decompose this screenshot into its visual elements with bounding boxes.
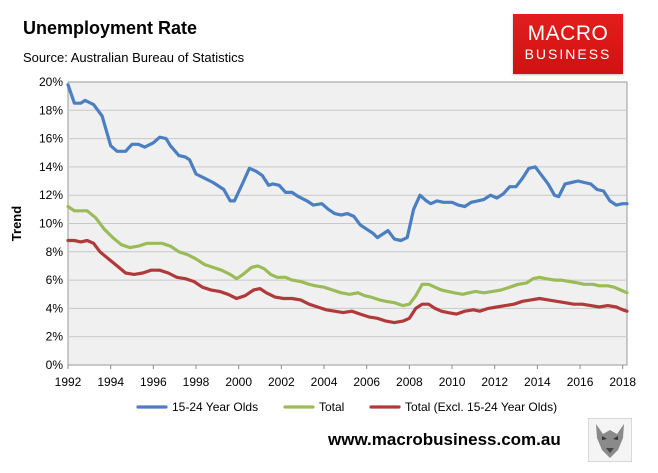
- y-tick-label: 6%: [46, 273, 64, 287]
- x-tick-label: 2000: [225, 375, 252, 389]
- logo-line-2: BUSINESS: [524, 46, 612, 62]
- footer-url[interactable]: www.macrobusiness.com.au: [328, 430, 561, 449]
- x-tick-label: 2002: [268, 375, 295, 389]
- y-tick-label: 10%: [39, 217, 63, 231]
- x-tick-label: 1996: [140, 375, 167, 389]
- x-tick-label: 2018: [609, 375, 636, 389]
- y-tick-label: 2%: [46, 330, 64, 344]
- x-tick-label: 2014: [524, 375, 551, 389]
- legend-label: Total: [319, 400, 344, 414]
- logo-line-1: MACRO: [527, 22, 609, 45]
- x-tick-label: 2012: [481, 375, 508, 389]
- y-tick-label: 20%: [39, 75, 63, 89]
- chart-source: Source: Australian Bureau of Statistics: [23, 50, 245, 65]
- x-tick-label: 2006: [353, 375, 380, 389]
- x-tick-label: 1998: [183, 375, 210, 389]
- x-tick-label: 2004: [311, 375, 338, 389]
- y-tick-label: 4%: [46, 301, 64, 315]
- line-chart: 0% 2% 4% 6% 8% 10% 12% 14% 16% 18% 20% 1992 1994 1996…: [9, 75, 636, 414]
- y-tick-label: 14%: [39, 160, 63, 174]
- legend-label: Total (Excl. 15-24 Year Olds): [405, 400, 557, 414]
- y-axis-title: Trend: [9, 206, 24, 241]
- y-tick-label: 0%: [46, 358, 64, 372]
- y-tick-label: 18%: [39, 103, 63, 117]
- chart-title: Unemployment Rate: [23, 18, 198, 38]
- x-tick-label: 2010: [439, 375, 466, 389]
- y-tick-label: 12%: [39, 188, 63, 202]
- x-tick-label: 1994: [97, 375, 124, 389]
- y-tick-label: 8%: [46, 245, 64, 259]
- macrobusiness-logo[interactable]: MACRO BUSINESS: [513, 14, 623, 74]
- series-excl-line: [66, 238, 629, 325]
- legend-label: 15-24 Year Olds: [172, 400, 258, 414]
- x-tick-label: 2008: [396, 375, 423, 389]
- x-tick-label: 1992: [55, 375, 82, 389]
- wolf-logo-icon: [588, 418, 632, 462]
- y-tick-label: 16%: [39, 132, 63, 146]
- x-tick-label: 2016: [567, 375, 594, 389]
- series-youth-line: [66, 83, 629, 243]
- series-total-line: [66, 204, 629, 308]
